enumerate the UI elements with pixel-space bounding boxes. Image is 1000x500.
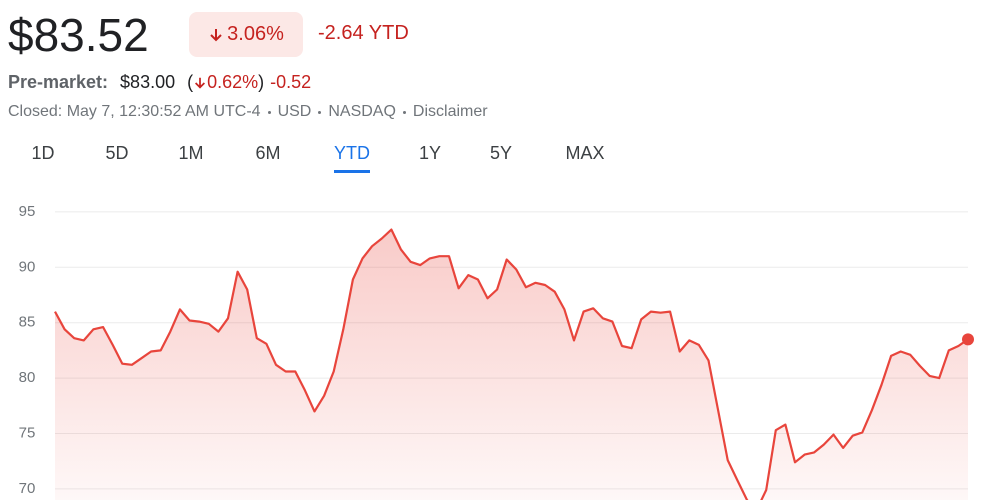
pre-price: $83.00 [120, 72, 176, 92]
down-arrow [210, 28, 222, 41]
change-badge: 3.06% [189, 12, 303, 57]
range-tab[interactable]: 5D [105, 143, 129, 163]
paren: ( [187, 72, 194, 92]
pre-pct: 0.62% [207, 72, 259, 92]
price: $83.52 [8, 9, 149, 61]
pre-market: Pre-market: $83.00 (0.62%) -0.52 [8, 72, 311, 93]
status-item: Closed: May 7, 12:30:52 AM UTC-4 [8, 103, 261, 120]
status-item: USD [277, 103, 312, 120]
range-tab[interactable]: MAX [565, 143, 605, 163]
range-tab[interactable]: 1M [178, 143, 204, 163]
y-tick-label: 75 [19, 424, 36, 441]
disclaimer-link[interactable]: Disclaimer [412, 103, 488, 120]
status: Closed: May 7, 12:30:52 AM UTC-4 USD NASDA… [8, 103, 488, 121]
paren: ) [258, 72, 265, 92]
area [55, 229, 968, 500]
plot [54, 228, 969, 500]
separator [402, 110, 406, 114]
range-tab[interactable]: 5Y [489, 143, 513, 163]
separator [318, 110, 322, 114]
last-point [962, 333, 974, 346]
y-tick-label: 85 [19, 314, 36, 331]
range-tab[interactable]: 6M [255, 143, 281, 163]
y-tick-label: 70 [19, 480, 36, 497]
range-tab[interactable]: YTD [334, 143, 370, 173]
range-tab[interactable]: 1Y [418, 143, 442, 163]
pre-label: Pre-market: [8, 72, 109, 92]
range-tab[interactable]: 1D [31, 143, 55, 163]
status-item: NASDAQ [328, 103, 396, 120]
y-tick-label: 95 [19, 203, 36, 220]
y-tick-label: 80 [19, 369, 36, 386]
price-line [54, 228, 969, 500]
change-pct: 3.06% [227, 23, 284, 45]
pre-change: -0.52 [270, 72, 312, 92]
pre-pct-group: (0.62%) [187, 72, 264, 93]
separator [267, 110, 271, 114]
change-ytd: -2.64 YTD [318, 22, 409, 44]
y-tick-label: 90 [19, 258, 36, 275]
down-arrow [195, 77, 206, 89]
